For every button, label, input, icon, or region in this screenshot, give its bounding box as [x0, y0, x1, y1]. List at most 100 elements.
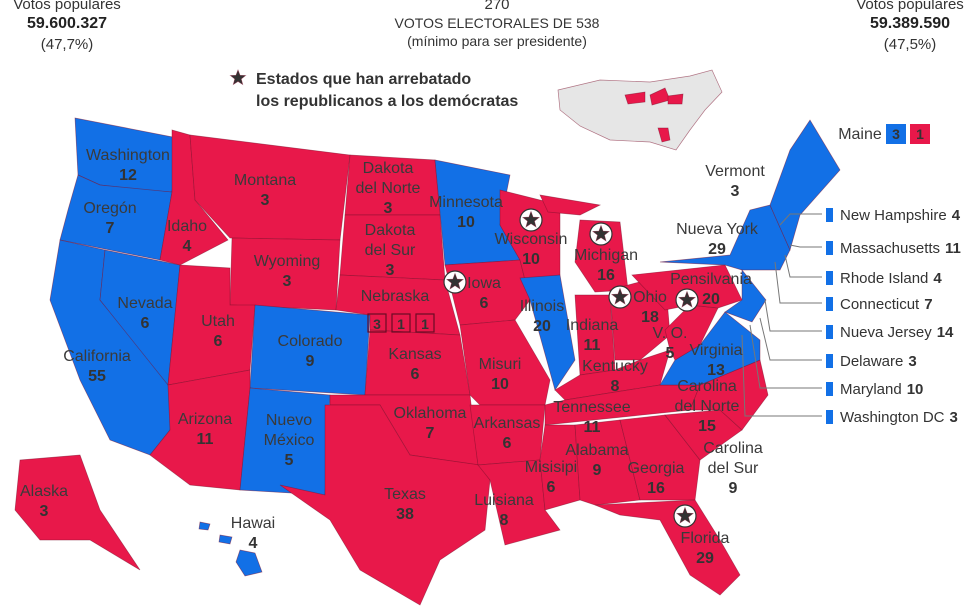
vote-box — [391, 313, 411, 333]
vote-box — [910, 124, 930, 144]
state-name: Indiana — [566, 317, 619, 334]
state-votes: 10 — [457, 214, 475, 231]
state-votes: 18 — [641, 309, 659, 326]
state-name: Alaska — [20, 483, 68, 500]
state-name: Washington — [86, 147, 170, 164]
state-name: Wyoming — [254, 253, 321, 270]
state-votes: 20 — [533, 318, 551, 335]
small-state-swatch — [826, 271, 833, 285]
state-votes: 9 — [306, 353, 315, 370]
small-state-votes: 3 — [908, 353, 916, 370]
state-votes: 6 — [503, 435, 512, 452]
small-state-votes: 3 — [950, 409, 958, 426]
state-name: Tennessee — [553, 399, 630, 416]
state-name: Michigan — [574, 247, 638, 264]
state-name: Colorado — [278, 333, 343, 350]
right-votes: 59.389.590 — [870, 15, 950, 32]
state-votes: 29 — [708, 241, 726, 258]
state-votes: 10 — [522, 251, 540, 268]
state-name: Dakota — [365, 222, 416, 239]
state-votes: 16 — [597, 267, 615, 284]
small-state-votes: 4 — [952, 207, 961, 224]
small-state-name: Delaware — [840, 353, 903, 370]
state-name: Nebraska — [361, 288, 430, 305]
vote-box-value: 3 — [892, 126, 900, 142]
small-state-swatch — [826, 325, 833, 339]
state-votes: 7 — [426, 425, 435, 442]
state-name: Minnesota — [429, 194, 503, 211]
small-state-swatch — [826, 297, 833, 311]
small-state-votes: 10 — [907, 381, 924, 398]
state-name: Alabama — [565, 442, 628, 459]
state-votes: 11 — [584, 337, 601, 354]
state-votes: 7 — [106, 220, 115, 237]
state-votes: 11 — [197, 431, 214, 448]
state-votes: 29 — [696, 550, 714, 567]
state-votes: 4 — [183, 238, 192, 255]
vote-box-value: 1 — [397, 316, 405, 332]
state-name: Nevada — [117, 295, 172, 312]
vote-box-value: 1 — [916, 126, 924, 142]
state-votes: 4 — [249, 535, 258, 552]
right-share: (47,5%) — [884, 36, 937, 53]
vote-box-value: 1 — [421, 316, 429, 332]
state-name: Luisiana — [474, 492, 534, 509]
state-votes: 6 — [214, 333, 223, 350]
state-votes: 13 — [707, 362, 725, 379]
state-votes: 5 — [666, 345, 675, 362]
legend-line2: los republicanos a los demócratas — [256, 93, 518, 110]
state-name: México — [264, 432, 315, 449]
state-votes: 3 — [384, 200, 393, 217]
flip-star — [677, 290, 697, 308]
small-state-label: Rhode Island 4 — [840, 270, 942, 287]
state-name: Kentucky — [582, 358, 648, 375]
left-label: Votos populares — [13, 0, 121, 13]
state-name: Maine — [838, 126, 882, 143]
inset-map — [557, 69, 723, 151]
legend-star — [229, 69, 247, 86]
state-name: Illinois — [520, 298, 564, 315]
state-name: Misisipi — [525, 459, 577, 476]
center-line1: VOTOS ELECTORALES DE 538 — [395, 15, 600, 31]
states — [14, 117, 841, 606]
state-name: V. O. — [653, 325, 688, 342]
small-state-name: Nueva Jersey — [840, 324, 932, 341]
state-name: Oregón — [83, 200, 136, 217]
state-votes: 3 — [40, 503, 49, 520]
state-votes: 55 — [88, 368, 106, 385]
leader-lines — [741, 213, 822, 417]
state-votes: 8 — [500, 512, 509, 529]
state-name: Pensilvania — [670, 271, 752, 288]
small-state-label: Nueva Jersey 14 — [840, 324, 954, 341]
small-state-swatch — [826, 241, 833, 255]
state-name: Carolina — [677, 378, 737, 395]
state-votes: 6 — [547, 479, 556, 496]
small-state-name: New Hampshire — [840, 207, 947, 224]
state-votes: 9 — [593, 462, 602, 479]
state-name: Ohio — [633, 289, 667, 306]
state-name: Arkansas — [474, 415, 541, 432]
state-votes: 20 — [702, 291, 720, 308]
small-state-name: Connecticut — [840, 296, 920, 313]
state-name: Florida — [681, 530, 730, 547]
state-name: Nuevo — [266, 412, 312, 429]
vote-box-value: 3 — [373, 316, 381, 332]
state-name: Misuri — [479, 356, 522, 373]
center-line2: (mínimo para ser presidente) — [407, 33, 587, 49]
small-state-name: Maryland — [840, 381, 902, 398]
state-votes: 6 — [141, 315, 150, 332]
state-votes: 3 — [386, 262, 395, 279]
small-state-label: Massachusetts 11 — [840, 240, 961, 257]
state-name: Oklahoma — [394, 405, 467, 422]
state-votes: 5 — [285, 452, 294, 469]
small-state-label: Washington DC 3 — [840, 409, 958, 426]
state-name: Carolina — [703, 440, 763, 457]
vote-box — [367, 313, 387, 333]
state-name: del Sur — [708, 460, 759, 477]
small-state-swatch — [826, 382, 833, 396]
state-name: Virginia — [689, 342, 742, 359]
state-name: del Sur — [365, 242, 416, 259]
state-votes: 15 — [698, 418, 716, 435]
state-votes: 3 — [283, 273, 292, 290]
